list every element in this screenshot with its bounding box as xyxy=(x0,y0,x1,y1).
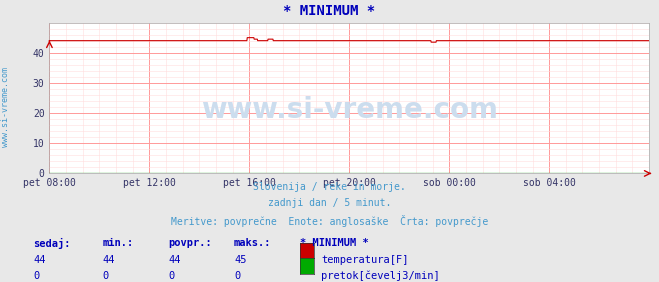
Text: www.si-vreme.com: www.si-vreme.com xyxy=(1,67,10,147)
Text: 0: 0 xyxy=(102,271,108,281)
Text: Meritve: povprečne  Enote: anglosaške  Črta: povprečje: Meritve: povprečne Enote: anglosaške Črt… xyxy=(171,215,488,227)
Text: min.:: min.: xyxy=(102,238,133,248)
Text: zadnji dan / 5 minut.: zadnji dan / 5 minut. xyxy=(268,198,391,208)
Text: 0: 0 xyxy=(33,271,39,281)
Text: 0: 0 xyxy=(168,271,174,281)
Text: maks.:: maks.: xyxy=(234,238,272,248)
Text: pretok[čevelj3/min]: pretok[čevelj3/min] xyxy=(321,271,440,281)
Text: 44: 44 xyxy=(33,255,45,265)
Text: * MINIMUM *: * MINIMUM * xyxy=(283,4,376,18)
Text: Slovenija / reke in morje.: Slovenija / reke in morje. xyxy=(253,182,406,192)
Text: povpr.:: povpr.: xyxy=(168,238,212,248)
Text: www.si-vreme.com: www.si-vreme.com xyxy=(201,96,498,124)
Text: 44: 44 xyxy=(102,255,115,265)
Text: 44: 44 xyxy=(168,255,181,265)
Text: * MINIMUM *: * MINIMUM * xyxy=(300,238,368,248)
Text: sedaj:: sedaj: xyxy=(33,238,71,249)
Text: temperatura[F]: temperatura[F] xyxy=(321,255,409,265)
Text: 0: 0 xyxy=(234,271,240,281)
Text: 45: 45 xyxy=(234,255,246,265)
